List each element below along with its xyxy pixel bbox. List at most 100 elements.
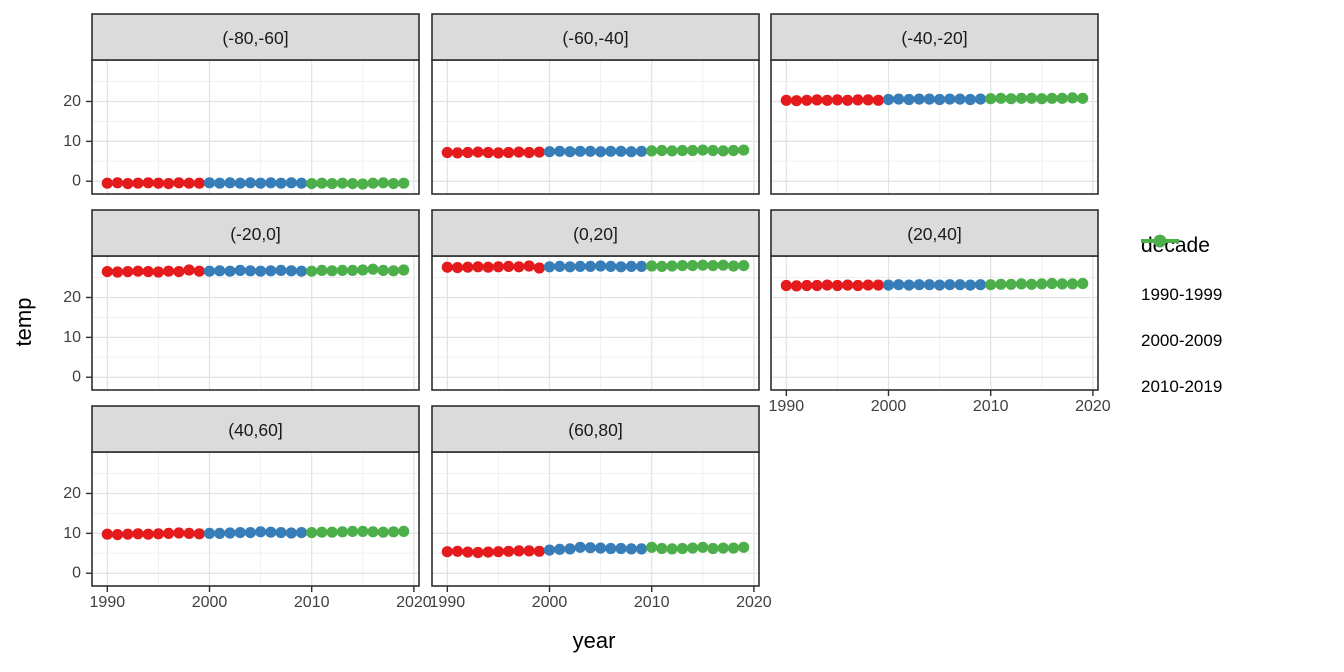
y-axis-tick-label: 10 [63,525,81,542]
data-point [306,527,318,539]
facet-strip [770,209,1099,257]
data-point [451,147,464,159]
data-point [265,265,277,277]
data-point [513,146,525,158]
data-point [163,178,175,190]
legend-entry-2000-2009: 2000-2009 [1141,234,1341,364]
data-point [605,542,617,555]
data-point [163,265,175,277]
data-point [1056,92,1068,104]
data-point [326,178,338,190]
data-point [482,146,494,159]
data-point [111,266,124,278]
data-point [183,264,195,276]
data-point [441,261,453,273]
data-point [193,177,205,189]
facet-strip [91,13,420,61]
data-point [132,528,144,540]
data-point [727,144,740,157]
data-point [122,178,134,190]
data-point [595,260,607,272]
data-point [234,264,246,276]
facet-strip [91,209,420,257]
x-axis-tick-label: 2020 [736,594,772,611]
data-point [1066,278,1079,290]
data-point [738,144,750,156]
data-point [717,259,729,271]
y-axis-tick-label: 10 [63,329,81,346]
data-point [111,177,124,189]
data-point [964,93,976,106]
facet-strip [431,209,760,257]
y-axis-tick-label: 10 [63,133,81,150]
data-point [275,527,287,539]
data-point [533,545,545,557]
data-point [387,526,400,538]
data-point [347,525,359,538]
data-point [1046,92,1058,104]
data-point [336,526,348,538]
data-point [584,260,597,272]
data-point [605,145,617,157]
legend-label: 2010-2019 [1141,377,1223,396]
data-point [367,263,379,275]
data-point [995,92,1007,104]
data-point [543,261,556,273]
data-point [676,260,689,272]
data-point [738,260,750,272]
data-point [503,545,515,557]
data-point [244,265,256,277]
data-point [101,266,113,278]
data-point [203,527,216,540]
data-point [635,543,648,555]
data-point [923,93,936,105]
data-point [646,145,658,157]
data-point [995,278,1007,290]
data-point [862,279,874,291]
facet-strip-label: (0,20] [573,224,618,244]
data-point [615,261,627,273]
data-point [101,177,113,189]
data-point [574,541,586,553]
data-point [842,94,854,106]
data-point [635,260,648,272]
data-point [934,279,946,291]
data-point [1005,278,1017,290]
data-point [265,177,277,189]
data-point [605,260,617,272]
panel-background [432,452,759,586]
data-point [543,544,556,556]
data-point [934,93,946,106]
facet-strip-label: (40,60] [228,420,282,440]
data-point [377,264,389,276]
data-point [441,146,453,159]
data-point [687,260,699,272]
data-point [974,279,987,291]
data-point [554,145,566,157]
data-point [635,145,648,157]
facet-panel: (20,40] 1990 2000 2010 2020 [769,209,1111,415]
data-point [295,177,308,189]
data-point [676,144,689,157]
data-point [285,527,297,539]
data-point [954,93,966,105]
data-point [842,279,854,291]
data-point [122,528,134,540]
data-point [503,260,515,272]
data-point [954,279,966,291]
facet-panel: (0,20] [431,209,760,391]
data-point [347,264,359,276]
data-point [1005,93,1017,105]
facet-strip [431,405,760,453]
x-axis-tick-label: 2010 [294,594,330,611]
x-axis-tick-label: 2020 [1075,398,1111,415]
data-point [377,177,389,189]
x-axis-tick-label: 2010 [634,594,670,611]
data-point [554,260,566,272]
data-point [1036,278,1048,290]
data-point [482,261,494,273]
data-point [697,144,709,156]
facet-strip-label: (-60,-40] [562,28,628,48]
data-point [234,527,246,539]
